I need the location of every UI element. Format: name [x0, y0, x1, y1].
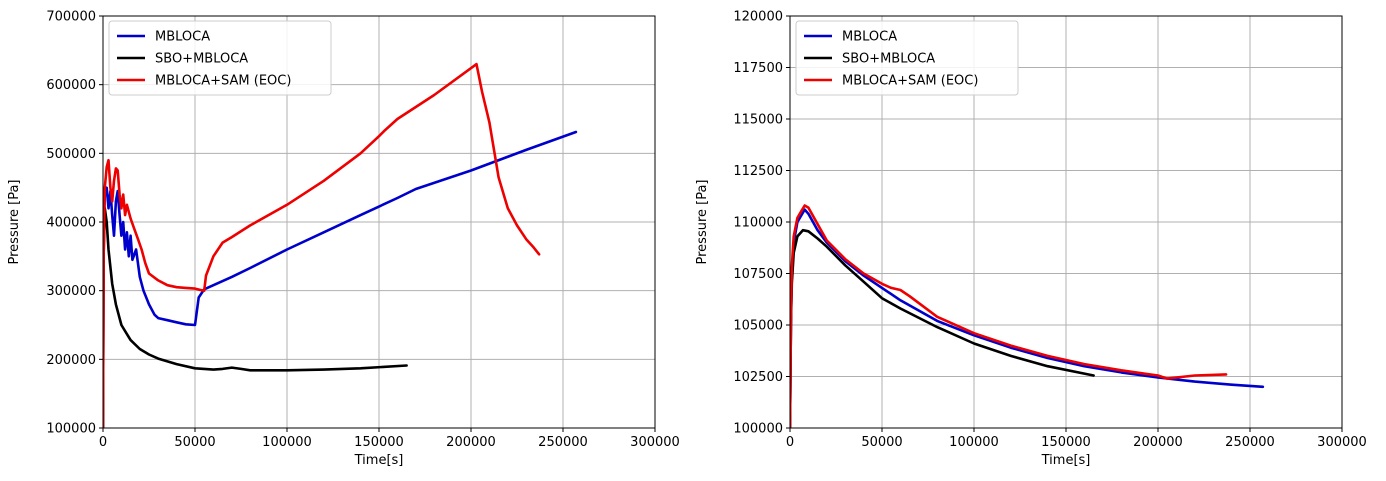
legend-label: MBLOCA: [155, 30, 210, 45]
x-tick-label: 150000: [354, 435, 404, 450]
y-axis-label: Pressure [Pa]: [695, 179, 710, 264]
y-tick-label: 102500: [733, 370, 783, 385]
x-axis-label: Time[s]: [1041, 453, 1091, 468]
y-tick-label: 100000: [46, 422, 96, 437]
legend-box: [108, 20, 332, 96]
x-tick-label: 100000: [949, 435, 999, 450]
series-line-1: [790, 228, 1095, 428]
y-axis-label: Pressure [Pa]: [7, 179, 22, 264]
series-line-1: [103, 207, 408, 428]
chart-left: 0 50000 100000 150000 200000 250000 300000 1000…: [7, 10, 680, 469]
x-tick-label: 50000: [174, 435, 215, 450]
x-tick-label: 300000: [1317, 435, 1367, 450]
x-tick-label: 200000: [446, 435, 496, 450]
x-tick-label: 0: [99, 435, 107, 450]
y-tick-label: 107500: [733, 267, 783, 282]
x-tick-label: 50000: [861, 435, 902, 450]
x-tick-label: 100000: [262, 435, 312, 450]
series-line-0: [790, 208, 1265, 428]
y-tick-label: 600000: [46, 78, 96, 93]
y-tick-label: 300000: [46, 284, 96, 299]
x-tick-label: 300000: [630, 435, 680, 450]
x-tick-label: 0: [786, 435, 794, 450]
series-line-2: [790, 204, 1228, 428]
y-tick-label: 100000: [733, 422, 783, 437]
legend-label: MBLOCA+SAM (EOC): [842, 74, 978, 89]
y-tick-label: 112500: [733, 164, 783, 179]
y-tick-label: 115000: [733, 113, 783, 128]
legend-label: SBO+MBLOCA: [842, 52, 935, 67]
series-line-2: [103, 62, 541, 428]
x-tick-label: 250000: [538, 435, 588, 450]
legend-label: SBO+MBLOCA: [155, 52, 248, 67]
y-tick-label: 110000: [733, 216, 783, 231]
y-tick-label: 105000: [733, 319, 783, 334]
legend: MBLOCA SBO+MBLOCA MBLOCA+SAM (EOC): [108, 20, 332, 96]
legend: MBLOCA SBO+MBLOCA MBLOCA+SAM (EOC): [795, 20, 1019, 96]
y-tick-label: 700000: [46, 10, 96, 25]
series-line-0: [103, 130, 578, 428]
legend-label: MBLOCA+SAM (EOC): [155, 74, 291, 89]
x-axis-label: Time[s]: [354, 453, 404, 468]
y-tick-label: 400000: [46, 216, 96, 231]
y-tick-label: 500000: [46, 147, 96, 162]
y-tick-label: 120000: [733, 10, 783, 25]
x-tick-label: 150000: [1041, 435, 1091, 450]
y-tick-label: 117500: [733, 61, 783, 76]
x-tick-label: 250000: [1225, 435, 1275, 450]
y-tick-label: 200000: [46, 353, 96, 368]
x-tick-label: 200000: [1133, 435, 1183, 450]
legend-box: [795, 20, 1019, 96]
legend-label: MBLOCA: [842, 30, 897, 45]
chart-right: 0 50000 100000 150000 200000 250000 300000 1000…: [695, 10, 1367, 469]
